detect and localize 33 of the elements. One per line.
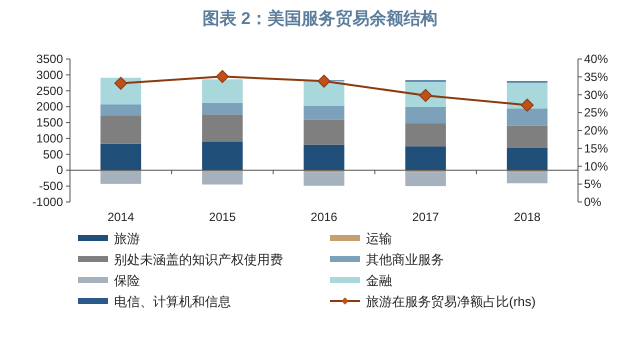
y-tick-label: 1000 — [36, 131, 64, 146]
y-tick-label: -500 — [38, 179, 64, 194]
y2-tick-label: 35% — [584, 70, 608, 84]
y-tick-label: 3000 — [36, 68, 64, 82]
legend-label: 金融 — [366, 273, 392, 288]
y2-tick-label: 20% — [584, 124, 608, 138]
y2-tick-label: 5% — [584, 177, 602, 192]
x-tick-label: 2017 — [412, 210, 440, 224]
chart-title: 图表 2：美国服务贸易余额结构 — [202, 9, 438, 28]
y-tick-label: 1500 — [36, 116, 64, 130]
legend-label: 电信、计算机和信息 — [114, 294, 231, 309]
y2-tick-label: 40% — [584, 52, 608, 66]
y-tick-label: 500 — [42, 147, 64, 162]
legend-label: 旅游 — [114, 231, 140, 246]
y2-tick-label: 30% — [584, 88, 608, 102]
legend-label: 其他商业服务 — [366, 252, 444, 267]
legend-label: 别处未涵盖的知识产权使用费 — [114, 252, 283, 267]
y-tick-label: 2000 — [36, 100, 64, 114]
y2-tick-label: 15% — [584, 141, 608, 156]
x-tick-label: 2014 — [107, 210, 134, 224]
legend-label: 保险 — [114, 273, 140, 288]
x-tick-label: 2016 — [310, 210, 338, 224]
y-tick-label: 2500 — [36, 84, 64, 98]
y2-tick-label: 25% — [584, 106, 608, 120]
y2-tick-label: 0% — [584, 195, 602, 209]
legend-label: 旅游在服务贸易净额占比(rhs) — [366, 294, 536, 309]
y-tick-label: -1000 — [32, 195, 64, 209]
y2-tick-label: 10% — [584, 159, 608, 174]
y-tick-label: 3500 — [36, 52, 64, 66]
x-tick-label: 2018 — [514, 210, 541, 224]
legend-label: 运输 — [366, 231, 392, 246]
x-tick-label: 2015 — [209, 210, 236, 224]
y-tick-label: 0 — [56, 163, 64, 178]
